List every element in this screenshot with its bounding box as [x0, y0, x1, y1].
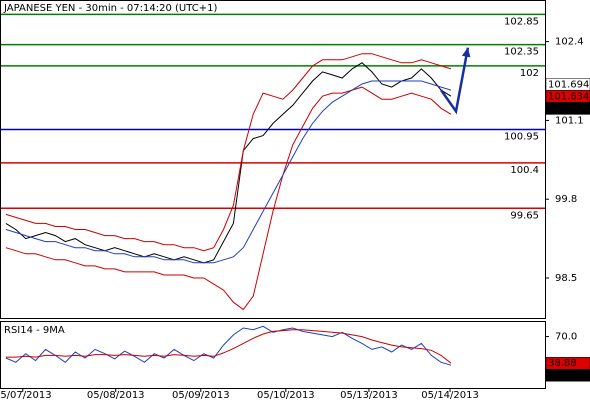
- level-label: 102: [520, 68, 539, 79]
- price-label: 38.88: [548, 358, 577, 369]
- series-line: [5, 329, 452, 364]
- rsi-title: RSI14 - 9MA: [4, 325, 65, 336]
- y-tick-label: 70.0: [555, 332, 577, 343]
- series-line: [5, 62, 452, 264]
- x-tick-label: 05/13/2013: [340, 390, 398, 400]
- level-label: 102.85: [504, 16, 539, 27]
- forecast-arrowhead: [461, 47, 471, 58]
- y-tick-label: 99.8: [555, 194, 577, 205]
- x-tick-label: 05/14/2013: [421, 390, 479, 400]
- forecast-line: [440, 47, 470, 115]
- x-tick-label: 05/10/2013: [257, 390, 315, 400]
- level-label: 100.4: [510, 165, 539, 176]
- level-label: 102.35: [504, 47, 539, 58]
- series-line: [5, 325, 452, 366]
- series-line: [5, 80, 452, 264]
- y-tick-label: 98.5: [555, 273, 577, 284]
- x-tick-label: 05/08/2013: [87, 390, 145, 400]
- price-label: 101.463: [548, 103, 589, 114]
- price-label: 101.694: [548, 79, 589, 90]
- rsi-frame: [0, 321, 546, 389]
- series-line: [5, 86, 452, 311]
- level-label: 99.65: [510, 210, 539, 221]
- price-label: 101.634: [548, 91, 589, 102]
- price-label: 36.6467: [548, 370, 589, 381]
- level-label: 100.95: [504, 131, 539, 142]
- price-label-box: [545, 102, 590, 115]
- x-tick-label: 05/07/2013: [0, 390, 52, 400]
- y-tick-label: 102.4: [555, 37, 584, 48]
- x-tick-label: 05/09/2013: [172, 390, 230, 400]
- y-tick-label: 101.1: [555, 115, 584, 126]
- main-frame: [0, 0, 546, 319]
- price-label-box: [545, 368, 590, 382]
- chart-title: JAPANESE YEN - 30min - 07:14:20 (UTC+1): [3, 3, 217, 14]
- series-line: [5, 53, 452, 252]
